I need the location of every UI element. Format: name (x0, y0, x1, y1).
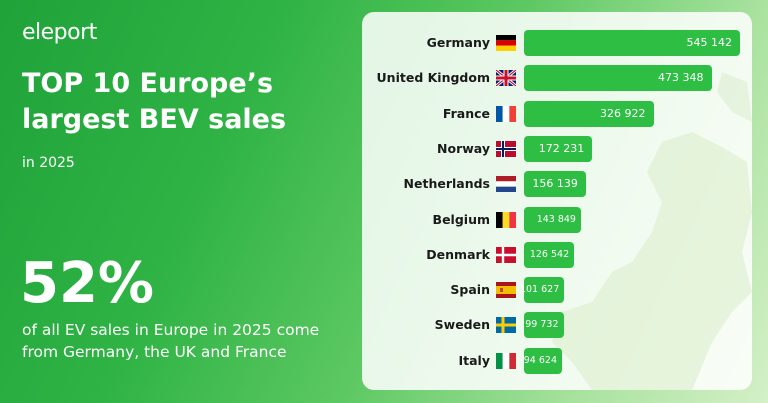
bar: 156 139 (524, 171, 586, 198)
country-label: Netherlands (403, 176, 490, 192)
bar-value-label: 156 139 (532, 177, 578, 191)
country-label: Spain (450, 282, 490, 298)
bar-value-label: 126 542 (529, 248, 570, 260)
belgium-flag-icon (496, 211, 516, 228)
country-label: United Kingdom (376, 70, 490, 86)
bar-value-label: 143 849 (536, 213, 576, 225)
bar-row: Spain 101 627 (362, 277, 752, 304)
bar-row: Germany 545 142 (362, 30, 752, 56)
eleport-logo: eleport (22, 20, 97, 45)
bar-value-label: 101 627 (519, 284, 560, 296)
bar-value-label: 94 624 (523, 354, 557, 366)
bar-row: France 326 922 (362, 100, 752, 127)
spain-flag-icon (496, 282, 516, 299)
highlight-percent: 52% (20, 251, 155, 316)
highlight-caption: of all EV sales in Europe in 2025 come f… (22, 321, 320, 361)
country-label: Italy (458, 352, 491, 368)
country-label: Denmark (426, 246, 490, 262)
bar-row: Norway 172 231 (362, 135, 752, 162)
bar-row: Italy 94 624 (362, 347, 752, 374)
chart-card: Germany 545 142 United Kingdom 473 348 Franc… (362, 12, 752, 390)
bar: 545 142 (524, 30, 740, 56)
country-label: Germany (426, 35, 490, 50)
country-label: France (442, 105, 490, 121)
bar-value-label: 326 922 (600, 106, 646, 120)
bar-value-label: 545 142 (686, 36, 733, 49)
bar: 172 231 (524, 135, 593, 162)
bar-value-label: 99 732 (525, 319, 559, 331)
netherlands-flag-icon (496, 176, 516, 193)
bar-row: Denmark 126 542 (362, 241, 752, 268)
bar-value-label: 473 348 (658, 71, 704, 85)
bar-row: United Kingdom 473 348 (362, 65, 752, 92)
bar: 126 542 (524, 241, 575, 268)
france-flag-icon (496, 105, 516, 122)
country-label: Belgium (432, 211, 490, 227)
europe-map-background (552, 72, 752, 390)
bar: 94 624 (523, 347, 562, 374)
bar: 101 627 (520, 277, 565, 304)
bar-row: Netherlands 156 139 (362, 171, 752, 198)
page-subtitle: in 2025 (22, 155, 75, 171)
bar: 326 922 (524, 100, 654, 127)
norway-flag-icon (496, 140, 516, 157)
bar: 99 732 (524, 312, 564, 339)
germany-flag-icon (496, 35, 516, 51)
bar-row: Belgium 143 849 (362, 206, 752, 233)
country-label: Norway (437, 140, 490, 156)
bar-value-label: 172 231 (538, 141, 585, 155)
united-kingdom-flag-icon (496, 70, 516, 87)
bar: 143 849 (524, 206, 581, 233)
denmark-flag-icon (496, 246, 516, 263)
country-label: Sweden (434, 317, 490, 333)
bar-row: Sweden 99 732 (362, 312, 752, 339)
sweden-flag-icon (496, 317, 516, 334)
page-title: TOP 10 Europe’s largest BEV sales (22, 68, 287, 135)
bar: 473 348 (524, 65, 712, 92)
italy-flag-icon (496, 352, 516, 369)
